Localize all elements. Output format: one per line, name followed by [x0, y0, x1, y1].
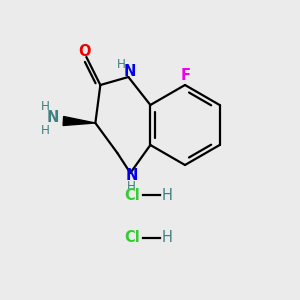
Text: Cl: Cl [124, 188, 140, 202]
Text: N: N [123, 64, 136, 80]
Text: H: H [117, 58, 126, 70]
Text: H: H [41, 100, 50, 113]
Text: H: H [162, 188, 172, 202]
Text: Cl: Cl [124, 230, 140, 245]
Polygon shape [63, 116, 95, 125]
Text: H: H [127, 179, 136, 193]
Text: H: H [41, 124, 50, 136]
Text: N: N [125, 167, 137, 182]
Text: H: H [162, 230, 172, 245]
Text: O: O [78, 44, 91, 59]
Text: N: N [46, 110, 59, 124]
Text: F: F [181, 68, 191, 82]
